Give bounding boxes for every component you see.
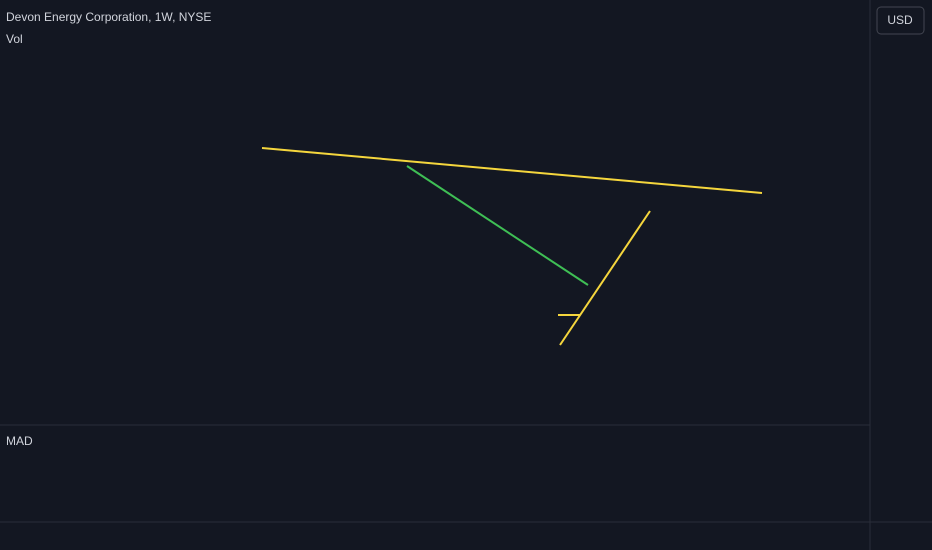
- trend-line: [406, 165, 589, 286]
- currency-button[interactable]: [876, 6, 925, 35]
- currency[interactable]: USD: [887, 13, 913, 27]
- trend-line: [559, 210, 651, 346]
- drawings: [261, 147, 763, 346]
- trend-line: [261, 147, 763, 194]
- chart-title: Devon Energy Corporation, 1W, NYSE: [6, 10, 211, 24]
- volume-label: Vol: [6, 32, 23, 46]
- indicator-label: MAD: [6, 434, 33, 448]
